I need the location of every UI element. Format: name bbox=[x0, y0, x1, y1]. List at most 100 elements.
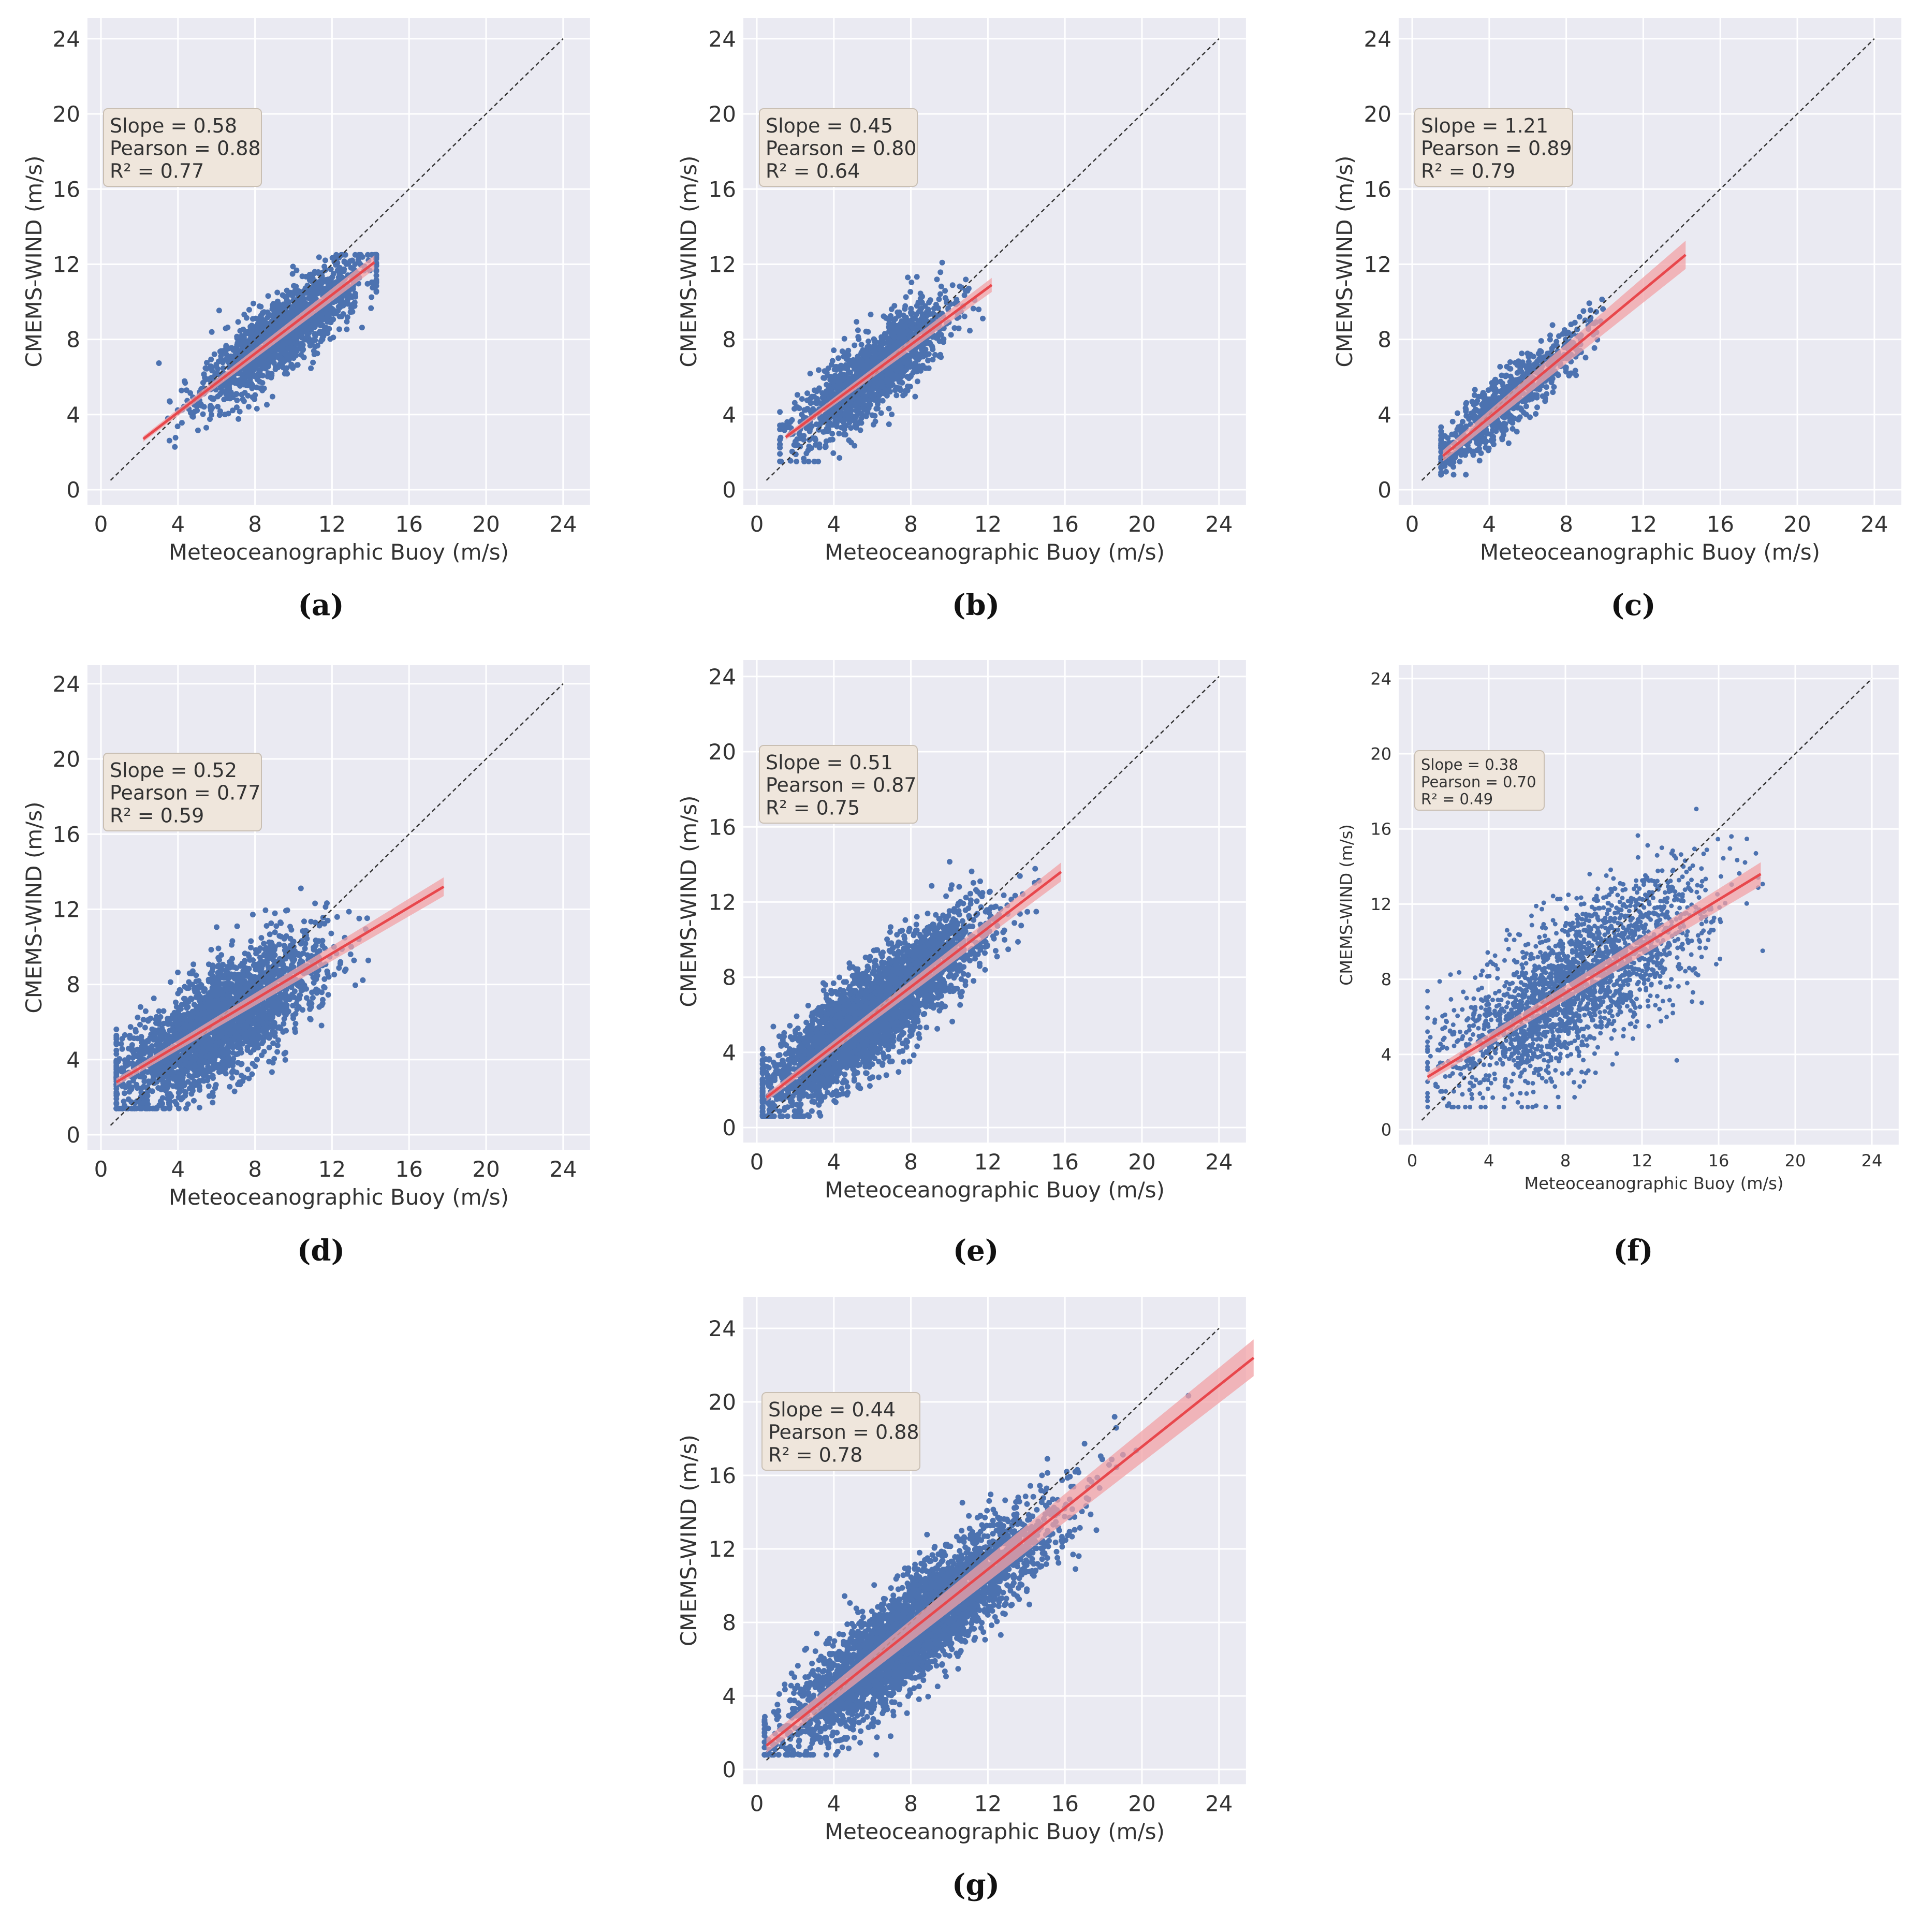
data-point bbox=[1568, 321, 1574, 328]
data-point bbox=[282, 1057, 288, 1063]
data-point bbox=[245, 404, 252, 410]
x-tick-label: 20 bbox=[472, 511, 500, 537]
data-point bbox=[246, 306, 252, 313]
x-tick-label: 16 bbox=[1706, 511, 1734, 537]
data-point bbox=[1480, 390, 1486, 396]
data-point bbox=[234, 397, 240, 403]
data-point bbox=[926, 310, 932, 316]
data-point bbox=[937, 352, 943, 358]
data-point bbox=[1452, 432, 1458, 438]
data-point bbox=[172, 435, 179, 441]
data-point bbox=[1541, 354, 1547, 360]
data-point bbox=[1582, 355, 1589, 361]
data-point bbox=[801, 433, 807, 439]
data-point bbox=[907, 310, 914, 316]
data-point bbox=[226, 385, 232, 391]
data-point bbox=[1499, 372, 1505, 378]
data-point bbox=[1565, 329, 1571, 335]
data-point bbox=[352, 252, 358, 258]
data-point bbox=[791, 442, 797, 448]
data-point bbox=[356, 260, 362, 266]
data-point bbox=[1474, 440, 1480, 446]
data-point bbox=[980, 315, 986, 321]
data-point bbox=[934, 276, 940, 283]
data-point bbox=[866, 338, 871, 344]
data-point bbox=[903, 324, 909, 330]
data-point bbox=[220, 365, 226, 371]
data-point bbox=[1490, 437, 1497, 443]
data-point bbox=[259, 387, 266, 393]
data-point bbox=[290, 306, 296, 312]
data-point bbox=[914, 378, 920, 385]
data-point bbox=[232, 380, 238, 386]
data-point bbox=[1560, 331, 1566, 337]
data-point bbox=[810, 406, 816, 412]
data-point bbox=[241, 341, 247, 347]
data-point bbox=[1573, 372, 1579, 378]
data-point bbox=[1501, 428, 1507, 434]
data-point bbox=[1550, 389, 1556, 396]
data-point bbox=[841, 431, 847, 437]
data-point bbox=[803, 450, 810, 457]
data-point bbox=[875, 405, 881, 412]
data-point bbox=[861, 352, 868, 358]
data-point bbox=[179, 420, 185, 426]
data-point bbox=[807, 396, 813, 402]
stats-line: Slope = 0.58 bbox=[110, 114, 237, 137]
data-point bbox=[1563, 365, 1569, 372]
data-point bbox=[939, 259, 945, 266]
data-point bbox=[342, 252, 348, 258]
data-point bbox=[208, 356, 214, 362]
data-point bbox=[234, 333, 240, 340]
data-point bbox=[805, 459, 812, 464]
data-point bbox=[201, 371, 207, 377]
data-point bbox=[967, 328, 973, 334]
data-point bbox=[285, 345, 291, 352]
data-point bbox=[1496, 420, 1502, 426]
data-point bbox=[777, 409, 783, 415]
data-point bbox=[364, 281, 371, 287]
data-point bbox=[322, 257, 328, 264]
data-point bbox=[235, 319, 241, 325]
data-point bbox=[223, 325, 229, 331]
data-point bbox=[961, 313, 968, 319]
data-point bbox=[325, 319, 330, 325]
data-point bbox=[281, 304, 287, 310]
data-point bbox=[825, 422, 831, 428]
x-tick-label: 20 bbox=[1783, 511, 1811, 537]
data-point bbox=[1478, 450, 1484, 456]
data-point bbox=[841, 335, 847, 342]
data-point bbox=[891, 334, 898, 340]
data-point bbox=[324, 311, 330, 317]
data-point bbox=[1505, 440, 1512, 446]
x-tick-label: 4 bbox=[171, 511, 185, 537]
y-tick-label: 8 bbox=[66, 327, 80, 353]
data-point bbox=[869, 393, 875, 399]
data-point bbox=[874, 396, 880, 402]
data-point bbox=[125, 1046, 131, 1051]
data-point bbox=[900, 312, 906, 318]
data-point bbox=[211, 351, 217, 357]
panel-caption: (c) bbox=[1610, 588, 1655, 622]
data-point bbox=[956, 325, 962, 331]
data-point bbox=[893, 392, 900, 399]
data-point bbox=[135, 1014, 141, 1020]
data-point bbox=[369, 294, 375, 300]
data-point bbox=[360, 977, 366, 983]
data-point bbox=[886, 421, 892, 427]
data-point bbox=[331, 280, 338, 286]
data-point bbox=[336, 298, 343, 304]
data-point bbox=[1499, 436, 1505, 443]
data-point bbox=[200, 411, 206, 417]
data-point bbox=[1492, 376, 1499, 383]
data-point bbox=[1534, 404, 1540, 411]
data-point bbox=[289, 293, 296, 299]
data-point bbox=[344, 326, 350, 332]
data-point bbox=[869, 355, 875, 361]
data-point bbox=[274, 1049, 281, 1055]
data-point bbox=[318, 1022, 325, 1029]
data-point bbox=[1523, 412, 1529, 418]
data-point bbox=[312, 344, 318, 350]
data-point bbox=[306, 325, 312, 331]
data-point bbox=[1491, 391, 1498, 397]
